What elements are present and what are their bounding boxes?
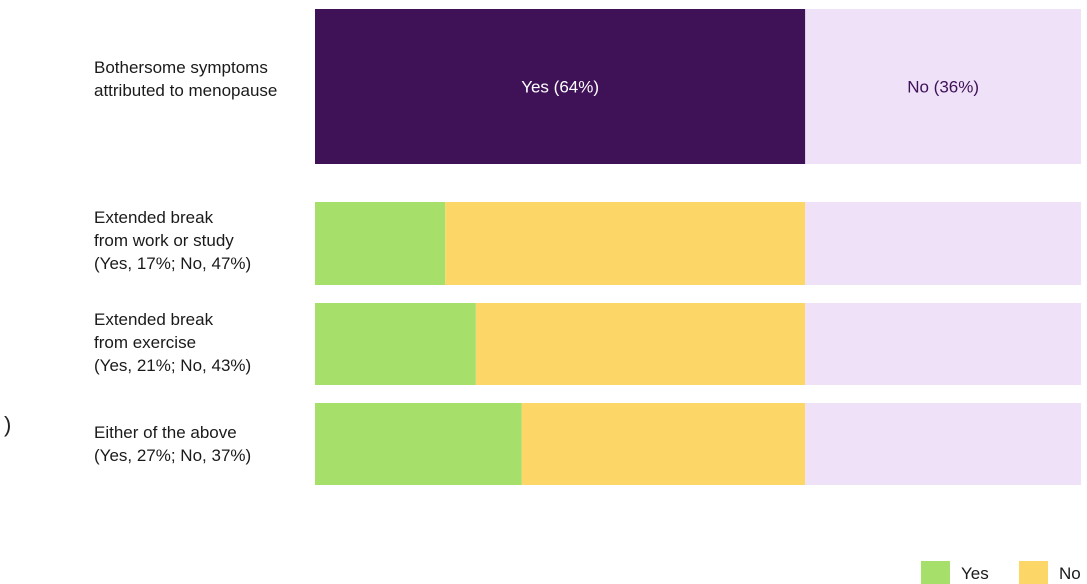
row-label: Extended break from work or study (Yes, …	[94, 208, 252, 273]
legend-swatch-yes	[921, 561, 950, 584]
row-label: Bothersome symptoms attributed to menopa…	[94, 58, 278, 100]
bar-segment-1-1	[315, 9, 806, 164]
bar-segment-4-2	[521, 403, 806, 485]
bar-segment-4-1	[315, 403, 522, 485]
legend-swatch-no	[1019, 561, 1048, 584]
segment-data-label: No (36%)	[907, 78, 979, 97]
bar-segment-2-2	[445, 202, 806, 285]
bar-segment-1-2	[805, 9, 1081, 164]
row-label: Extended break from exercise (Yes, 21%; …	[94, 310, 252, 375]
bar-segment-2-3	[805, 202, 1081, 285]
bar-segment-2-1	[315, 202, 446, 285]
bar-segment-3-1	[315, 303, 476, 385]
segment-data-label: Yes (64%)	[521, 78, 599, 97]
bar-segment-3-2	[475, 303, 806, 385]
stray-paren-mark: )	[4, 412, 12, 437]
legend-label-no: No	[1059, 564, 1081, 583]
bar-segment-3-3	[805, 303, 1081, 385]
legend-label-yes: Yes	[961, 564, 989, 583]
row-label: Either of the above (Yes, 27%; No, 37%)	[94, 423, 252, 465]
bar-segment-4-3	[805, 403, 1081, 485]
